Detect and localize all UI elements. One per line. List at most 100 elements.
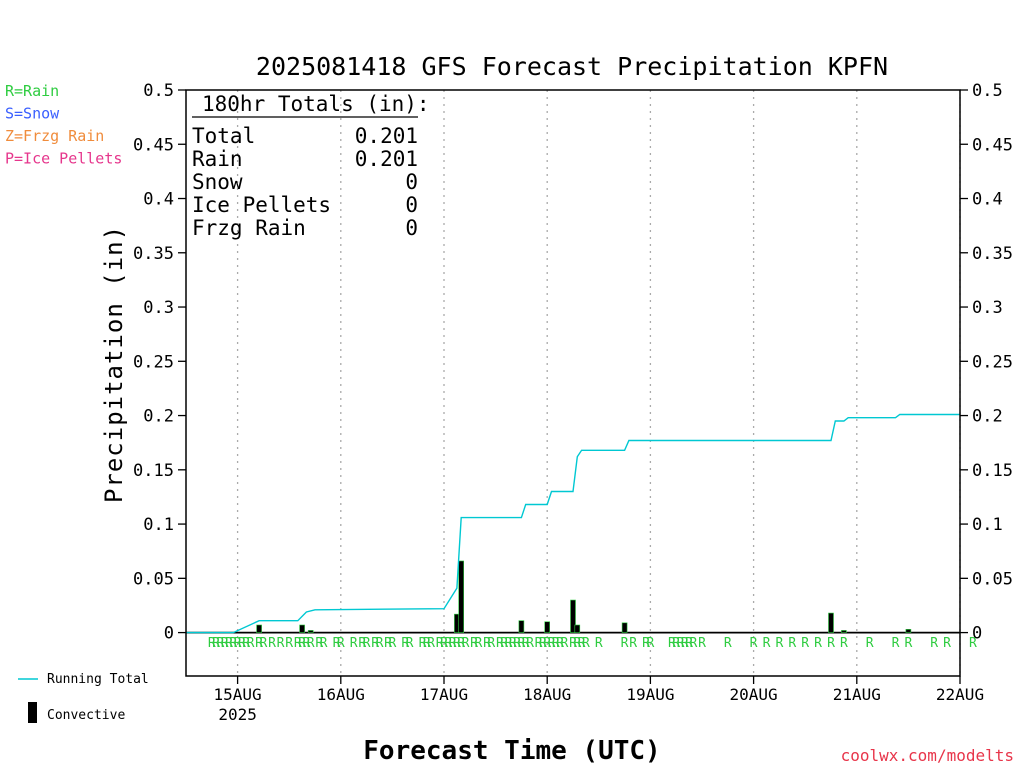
legend-convective-swatch <box>28 702 37 723</box>
totals-value-1: 0.201 <box>355 147 418 171</box>
y-tick-label-right-0: 0 <box>972 624 982 644</box>
y-tick-label-right-6: 0.3 <box>972 298 1003 318</box>
y-tick-label-left-6: 0.3 <box>143 298 174 318</box>
key-item-1: S=Snow <box>5 105 60 123</box>
plot-frame <box>185 89 961 677</box>
precip-mark-46: R <box>496 636 504 651</box>
convective-bar-10 <box>828 612 834 633</box>
running-total-polyline <box>186 413 960 634</box>
y-tick-label-left-4: 0.2 <box>143 407 174 427</box>
precip-mark-17: R <box>302 636 310 651</box>
totals-label-1: Rain <box>192 147 243 171</box>
precip-mark-80: R <box>775 636 783 651</box>
x-tick-label-7: 22AUG <box>936 685 984 704</box>
precip-mark-30: R <box>401 636 409 651</box>
precip-mark-38: R <box>449 636 457 651</box>
precip-mark-90: R <box>943 636 951 651</box>
precip-mark-84: R <box>827 636 835 651</box>
y-tick-label-right-9: 0.45 <box>972 135 1013 155</box>
precip-mark-37: R <box>444 636 452 651</box>
precip-mark-43: R <box>474 636 482 651</box>
precip-mark-85: R <box>840 636 848 651</box>
key-item-2: Z=Frzg Rain <box>5 127 104 145</box>
credit-text: coolwx.com/modelts <box>841 746 1014 765</box>
precip-mark-63: R <box>578 636 586 651</box>
convective-bar-7 <box>570 599 576 633</box>
totals-rows: Total 0.201 Rain 0.201 Snow 0 Ice Pellets 0 Frzg… <box>192 124 418 240</box>
totals-label-3: Ice Pellets <box>192 193 331 217</box>
precip-mark-21: R <box>333 636 341 651</box>
totals-value-0: 0.201 <box>355 124 418 148</box>
precip-mark-39: R <box>453 636 461 651</box>
precip-mark-14: R <box>285 636 293 651</box>
convective-bar-12 <box>905 629 912 633</box>
convective-bar-8 <box>574 624 581 633</box>
precip-mark-45: R <box>487 636 495 651</box>
precip-mark-27: R <box>376 636 384 651</box>
grid-lines <box>236 90 961 676</box>
precip-mark-48: R <box>505 636 513 651</box>
y-tick-label-left-8: 0.4 <box>143 190 174 210</box>
precip-mark-49: R <box>509 636 517 651</box>
precip-mark-40: R <box>457 636 465 651</box>
legend: Running Total Convective <box>18 672 149 723</box>
precip-mark-64: R <box>582 636 590 651</box>
precip-mark-6: R <box>234 636 242 651</box>
precip-type-key: R=Rain S=Snow Z=Frzg Rain P=Ice Pellets <box>5 82 122 168</box>
precip-mark-23: R <box>350 636 358 651</box>
precip-mark-29: R <box>388 636 396 651</box>
precip-mark-22: R <box>337 636 345 651</box>
precip-mark-52: R <box>522 636 530 651</box>
precip-mark-67: R <box>629 636 637 651</box>
y-tick-label-left-0: 0 <box>164 624 174 644</box>
precip-mark-2: R <box>216 636 224 651</box>
precip-mark-41: R <box>462 636 470 651</box>
precip-mark-58: R <box>552 636 560 651</box>
precip-mark-62: R <box>573 636 581 651</box>
precip-mark-0: R <box>208 636 216 651</box>
y-tick-label-left-2: 0.1 <box>143 515 174 535</box>
y-tick-label-left-5: 0.25 <box>133 352 174 372</box>
key-item-3: P=Ice Pellets <box>5 150 122 168</box>
x-tick-label-4: 19AUG <box>626 685 674 704</box>
precip-mark-55: R <box>539 636 547 651</box>
precip-mark-36: R <box>440 636 448 651</box>
precip-mark-18: R <box>307 636 315 651</box>
y-axis-ticks: 0 00.05 0.050.1 0.10.15 0.150.2 0.20.25 0.250.… <box>133 81 1013 644</box>
precip-mark-13: R <box>277 636 285 651</box>
precip-mark-70: R <box>668 636 676 651</box>
precip-mark-65: R <box>595 636 603 651</box>
convective-bar-4 <box>458 560 465 633</box>
precip-mark-87: R <box>892 636 900 651</box>
y-axis-label: Precipitation (in) <box>100 225 128 503</box>
precip-mark-47: R <box>500 636 508 651</box>
precip-mark-10: R <box>255 636 263 651</box>
y-tick-label-right-4: 0.2 <box>972 407 1003 427</box>
precip-mark-7: R <box>238 636 246 651</box>
x-tick-label-0: 15AUG <box>214 685 262 704</box>
precip-mark-20: R <box>320 636 328 651</box>
totals-box: 180hr Totals (in): Total 0.201 Rain 0.201 Sn… <box>192 92 430 240</box>
precip-mark-35: R <box>436 636 444 651</box>
precip-mark-54: R <box>535 636 543 651</box>
precip-mark-69: R <box>646 636 654 651</box>
precip-mark-77: R <box>724 636 732 651</box>
precip-mark-12: R <box>268 636 276 651</box>
precip-mark-72: R <box>677 636 685 651</box>
precip-mark-42: R <box>470 636 478 651</box>
convective-bar-11 <box>841 630 847 633</box>
precip-mark-11: R <box>259 636 267 651</box>
y-tick-label-right-5: 0.25 <box>972 352 1013 372</box>
precip-mark-59: R <box>556 636 564 651</box>
precip-mark-24: R <box>358 636 366 651</box>
precip-mark-75: R <box>689 636 697 651</box>
y-tick-label-right-1: 0.05 <box>972 569 1013 589</box>
x-tick-label-1: 16AUG <box>317 685 365 704</box>
precip-mark-25: R <box>363 636 371 651</box>
precip-mark-26: R <box>371 636 379 651</box>
precip-mark-91: R <box>969 636 977 651</box>
precip-mark-31: R <box>406 636 414 651</box>
precip-mark-76: R <box>698 636 706 651</box>
